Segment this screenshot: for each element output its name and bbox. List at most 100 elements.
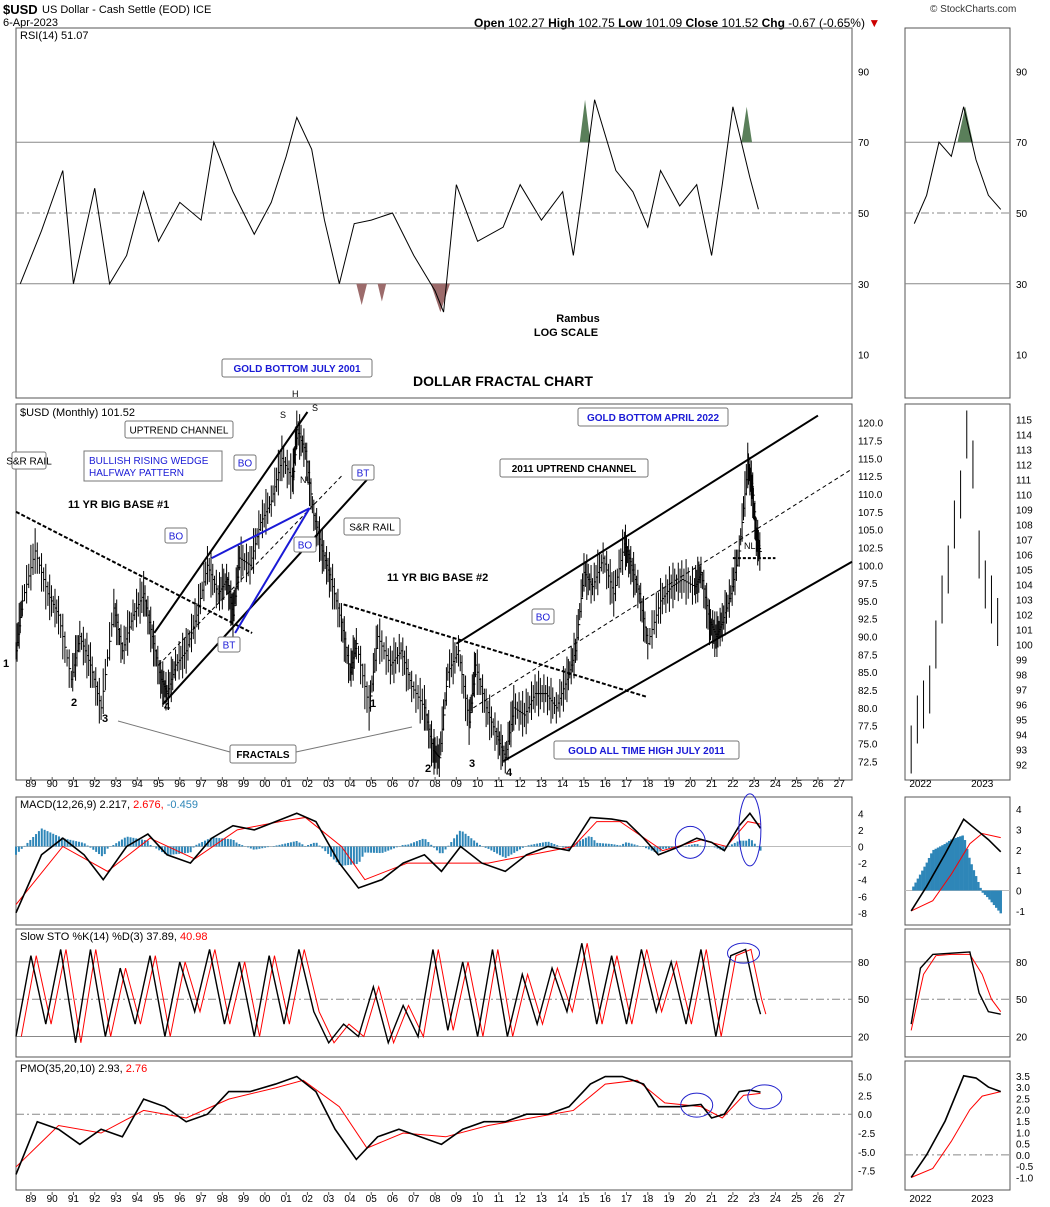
price-y-tick: 112.5 [858, 472, 883, 483]
x-tick-label: 93 [110, 779, 122, 790]
slow-sto-frame [904, 928, 1011, 1058]
pmo-signal-line [15, 1079, 761, 1168]
sto-y-tick: 50 [858, 995, 870, 1006]
weekly-x-tick-label: 2023 [971, 779, 994, 790]
x-tick-label: 21 [706, 779, 718, 790]
x-tick-label: 24 [770, 779, 782, 790]
price-weekly-y-tick: 95 [1016, 716, 1028, 727]
x-tick-label: 01 [281, 779, 293, 790]
price-weekly-y-tick: 99 [1016, 656, 1028, 667]
sto-k-line [910, 951, 1001, 1025]
x-tick-label: 06 [387, 1194, 399, 1205]
x-tick-label: 89 [25, 1194, 37, 1205]
fractal-count-label: 1 [3, 658, 9, 670]
x-tick-label: 99 [238, 779, 250, 790]
annotation-sr-rail-1: S&R RAIL [6, 457, 52, 468]
price-y-tick: 75.0 [858, 739, 878, 750]
x-tick-label: 89 [25, 779, 37, 790]
price-y-tick: 82.5 [858, 686, 878, 697]
x-tick-label: 00 [259, 1194, 271, 1205]
x-tick-label: 91 [68, 1194, 80, 1205]
high-label: High [548, 16, 575, 30]
macd-y-tick: 0 [858, 842, 864, 853]
price-y-tick: 90.0 [858, 633, 878, 644]
price-y-tick: 72.5 [858, 757, 878, 768]
sto-y-tick: 80 [1016, 958, 1028, 969]
x-tick-label: 95 [153, 1194, 165, 1205]
x-tick-label: 09 [451, 1194, 463, 1205]
price-weekly-y-tick: 111 [1016, 476, 1032, 487]
macd-y-tick: 4 [858, 809, 864, 820]
price-weekly-y-tick: 115 [1016, 416, 1032, 427]
x-tick-label: 13 [536, 779, 548, 790]
price-y-tick: 92.5 [858, 615, 878, 626]
macd-legend-value: 2.217, [99, 799, 133, 811]
down-arrow-icon: ▼ [868, 16, 881, 30]
pmo-y-tick: 0.0 [858, 1110, 872, 1121]
ohlc-readout: Open 102.27 High 102.75 Low 101.09 Close… [474, 16, 880, 30]
sto-d-line [20, 943, 767, 1045]
pmo-y-tick: -7.5 [858, 1167, 876, 1178]
x-tick-label: 98 [217, 1194, 229, 1205]
x-tick-label: 12 [515, 1194, 527, 1205]
x-tick-label: 27 [834, 1194, 846, 1205]
price-weekly-y-tick: 96 [1016, 701, 1028, 712]
x-tick-label: 92 [89, 779, 101, 790]
chg-value: -0.67 (-0.65%) [788, 16, 865, 30]
rsi-y-tick: 30 [1016, 280, 1028, 291]
pmo-frame [904, 1060, 1011, 1191]
pmo-y-tick: -1.0 [1016, 1173, 1034, 1184]
macd-signal-line [15, 816, 761, 905]
x-tick-label: 91 [68, 779, 80, 790]
fractal-count-label: 2 [71, 697, 77, 709]
macd-y-tick: 3 [1016, 825, 1022, 836]
pmo-signal-legend-value: 2.76 [126, 1063, 147, 1075]
price-weekly-y-tick: 113 [1016, 446, 1032, 457]
x-tick-label: 15 [578, 1194, 590, 1205]
chart-title: DOLLAR FRACTAL CHART [413, 373, 593, 389]
rsi-y-tick: 10 [858, 351, 870, 362]
x-tick-label: 11 [494, 779, 505, 790]
instrument-exchange: ICE [193, 4, 212, 16]
highlight-circle [727, 942, 761, 964]
annotation-sr-rail-1-box [11, 451, 47, 470]
annotation-breakout-box [164, 527, 188, 544]
rsi-overbought-fill [957, 106, 973, 143]
price-weekly-y-tick: 100 [1016, 641, 1033, 652]
x-tick-label: 90 [47, 1194, 59, 1205]
fractal-count-label: 2 [425, 763, 431, 775]
annotation-rambus: Rambus [556, 313, 599, 325]
annotation-breakout: BO [536, 613, 551, 624]
price-y-tick: 120.0 [858, 419, 883, 430]
rsi-overbought-fill [741, 106, 753, 143]
x-tick-label: 97 [196, 1194, 208, 1205]
annotation-shoulder-left: S [280, 410, 286, 420]
annotation-gold-ath-2011: GOLD ALL TIME HIGH JULY 2011 [568, 746, 725, 757]
macd-line [910, 818, 1002, 912]
price-y-tick: 102.5 [858, 543, 883, 554]
macd-legend: MACD(12,26,9) 2.217, 2.676, -0.459 [20, 799, 198, 811]
trendline-2011-channel-upper [455, 414, 819, 645]
price-y-tick: 97.5 [858, 579, 878, 590]
annotation-backtest-box [217, 636, 241, 653]
open-value: 102.27 [508, 16, 545, 30]
macd-histogram-legend-value: -0.459 [167, 799, 198, 811]
annotation-breakout: BO [169, 532, 184, 543]
x-tick-label: 24 [770, 1194, 782, 1205]
annotation-big-base-1: 11 YR BIG BASE #1 [68, 499, 169, 511]
macd-y-tick: 0 [1016, 887, 1022, 898]
macd-signal-line [910, 832, 1001, 912]
chart-date: 6-Apr-2023 [3, 17, 59, 29]
stockcharts-credit: © StockCharts.com [930, 4, 1017, 15]
trendline-2011-channel-mid [473, 468, 853, 709]
x-tick-label: 05 [366, 1194, 378, 1205]
annotation-head: H [292, 389, 299, 399]
x-tick-label: 23 [749, 1194, 761, 1205]
instrument-name: US Dollar - Cash Settle (EOD) [42, 4, 190, 16]
x-tick-label: 12 [515, 779, 527, 790]
x-tick-label: 25 [791, 1194, 803, 1205]
chart-symbol: $USD [3, 2, 38, 17]
annotation-breakout-box [233, 454, 257, 471]
annotation-breakout: BO [238, 459, 253, 470]
